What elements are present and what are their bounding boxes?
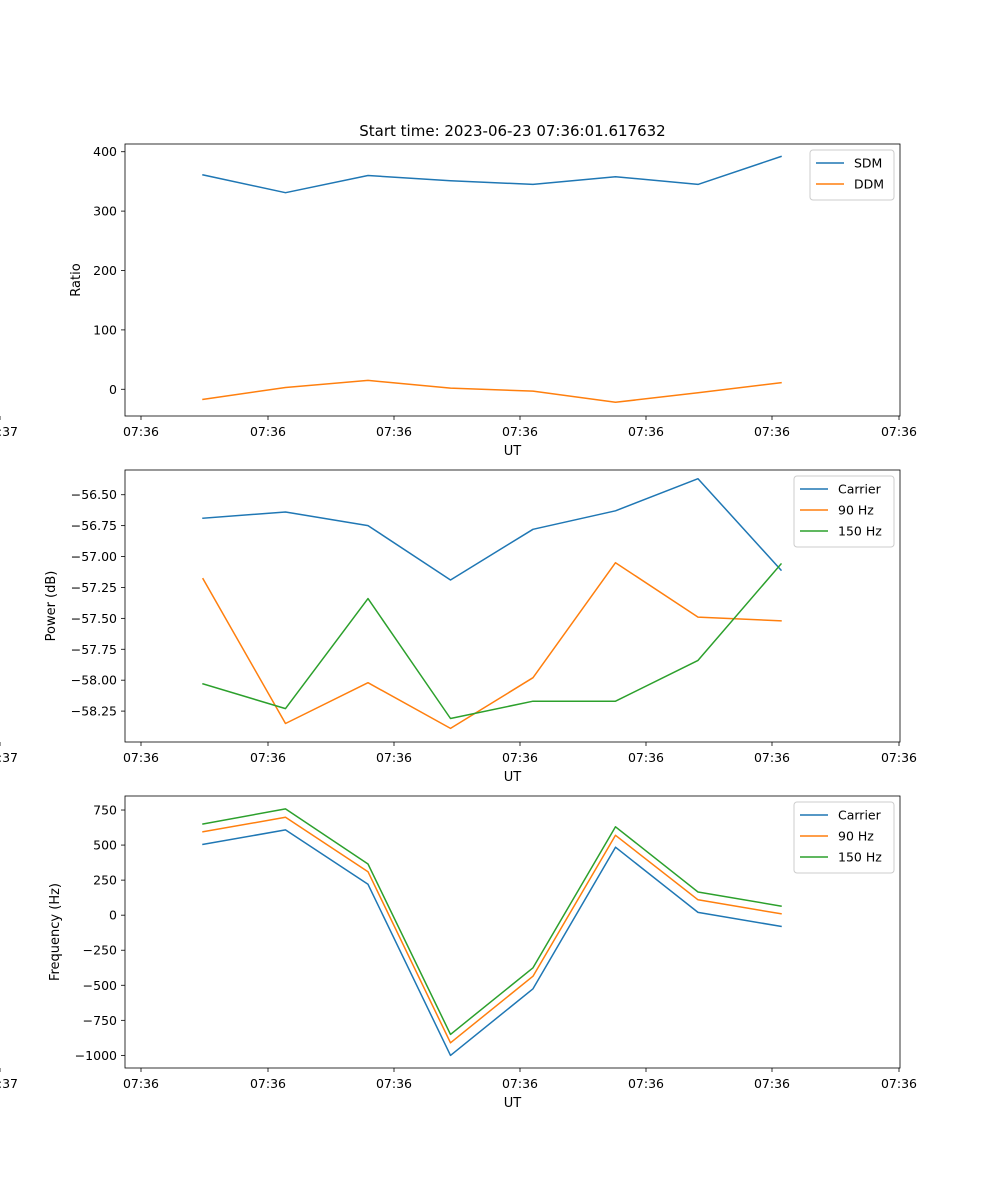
- y-axis-label: Frequency (Hz): [48, 883, 63, 981]
- y-tick-label: 300: [93, 204, 117, 219]
- legend-entry: Carrier: [838, 808, 882, 823]
- axes-frame: [124, 143, 901, 417]
- legend-box: [793, 475, 895, 548]
- y-tick-label: −57.00: [71, 549, 117, 564]
- y-tick-label: −57.25: [71, 580, 117, 595]
- y-tick-label: 0: [109, 908, 117, 923]
- series-line-carrier: [202, 477, 783, 581]
- x-tick-label: 07:36: [754, 750, 790, 765]
- legend-entry: 150 Hz: [838, 850, 882, 865]
- y-tick-label: 400: [93, 144, 117, 159]
- legend-entry: 90 Hz: [838, 503, 874, 518]
- chart-1: 07:36 07:36 07:36 07:36 07:36 07:36 07:36 07:37…: [0, 122, 917, 459]
- legend: Carrier 90 Hz 150 Hz: [793, 475, 895, 548]
- y-axis-label: Power (dB): [44, 571, 59, 642]
- y-tick-label: −1000: [75, 1048, 117, 1063]
- x-tick-label: 07:36: [376, 1076, 412, 1091]
- series-line-90-hz: [202, 816, 782, 1044]
- y-tick-label: −56.75: [71, 518, 117, 533]
- x-tick-label: 07:37: [0, 424, 18, 439]
- x-tick-label: 07:36: [502, 424, 538, 439]
- x-tick-label: 07:36: [881, 750, 917, 765]
- legend-entry: Carrier: [838, 482, 882, 497]
- y-tick-label: 100: [93, 322, 117, 337]
- x-tick-label: 07:36: [881, 424, 917, 439]
- legend-box: [793, 801, 895, 874]
- series-line-carrier: [202, 829, 782, 1057]
- charts-root: 07:36 07:36 07:36 07:36 07:36 07:36 07:36 07:37…: [0, 122, 917, 1111]
- y-tick-label: 750: [93, 803, 117, 818]
- legend-entry: SDM: [854, 156, 882, 171]
- y-tick-label: −57.75: [71, 642, 117, 657]
- chart-2: 07:36 07:36 07:36 07:36 07:36 07:36 07:36 07:37…: [0, 469, 917, 785]
- chart-title: Start time: 2023-06-23 07:36:01.617632: [359, 122, 665, 140]
- axes-frame: [124, 469, 901, 743]
- legend-entry: 90 Hz: [838, 829, 874, 844]
- y-tick-label: −58.00: [71, 673, 117, 688]
- x-tick-label: 07:37: [0, 1076, 18, 1091]
- legend-entry: 150 Hz: [838, 524, 882, 539]
- y-tick-label: 0: [109, 382, 117, 397]
- y-tick-label: −750: [83, 1013, 117, 1028]
- x-tick-label: 07:36: [376, 750, 412, 765]
- y-tick-label: −58.25: [71, 704, 117, 719]
- x-tick-label: 07:36: [628, 424, 664, 439]
- y-tick-label: −56.50: [71, 487, 117, 502]
- y-tick-label: −500: [83, 978, 117, 993]
- x-axis-label: UT: [504, 1096, 522, 1111]
- legend-entry: DDM: [854, 177, 884, 192]
- series-line-ddm: [202, 379, 782, 404]
- x-tick-label: 07:36: [628, 750, 664, 765]
- axes-frame: [124, 795, 901, 1069]
- legend: Carrier 90 Hz 150 Hz: [793, 801, 895, 874]
- x-tick-label: 07:36: [250, 750, 286, 765]
- x-tick-label: 07:36: [250, 1076, 286, 1091]
- x-tick-label: 07:36: [628, 1076, 664, 1091]
- x-tick-label: 07:36: [123, 750, 159, 765]
- series-line-150-hz: [202, 808, 782, 1036]
- y-tick-label: 200: [93, 263, 117, 278]
- x-axis-label: UT: [504, 444, 522, 459]
- x-tick-label: 07:36: [754, 424, 790, 439]
- x-tick-label: 07:36: [502, 1076, 538, 1091]
- y-tick-label: 500: [93, 838, 117, 853]
- x-tick-label: 07:36: [754, 1076, 790, 1091]
- y-tick-label: 250: [93, 873, 117, 888]
- series-line-150-hz: [202, 562, 783, 720]
- x-tick-label: 07:36: [123, 424, 159, 439]
- chart-3: 07:36 07:36 07:36 07:36 07:36 07:36 07:36 07:37…: [0, 795, 917, 1111]
- x-tick-label: 07:37: [0, 750, 18, 765]
- series-line-90-hz: [201, 561, 782, 730]
- x-tick-label: 07:36: [250, 424, 286, 439]
- x-tick-label: 07:36: [376, 424, 412, 439]
- x-tick-label: 07:36: [502, 750, 538, 765]
- x-tick-label: 07:36: [881, 1076, 917, 1091]
- x-axis-label: UT: [504, 770, 522, 785]
- legend: SDM DDM: [809, 149, 895, 201]
- series-line-sdm: [202, 155, 782, 194]
- y-tick-label: −250: [83, 943, 117, 958]
- y-tick-label: −57.50: [71, 611, 117, 626]
- y-axis-label: Ratio: [69, 263, 84, 296]
- x-tick-label: 07:36: [123, 1076, 159, 1091]
